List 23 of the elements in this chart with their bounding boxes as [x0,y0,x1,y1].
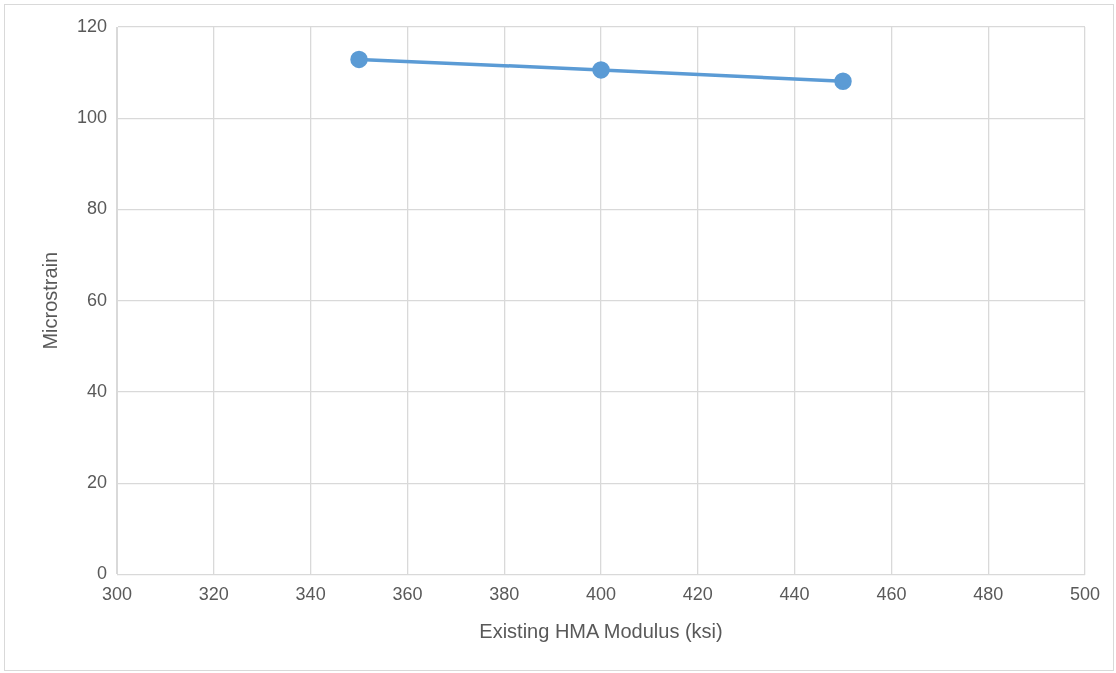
point [834,72,852,91]
y-tick-label: 20 [87,472,108,493]
x-tick-label: 360 [392,584,423,605]
x-tick-label: 340 [295,584,326,605]
x-tick-label: 300 [102,584,133,605]
x-tick-label: 380 [489,584,520,605]
x-tick-label: 320 [198,584,229,605]
x-axis-title: Existing HMA Modulus (ksi) [479,619,723,642]
y-axis-title: Microstrain [38,251,61,350]
x-tick-label: 460 [876,584,907,605]
point [350,50,368,69]
x-tick-label: 440 [779,584,810,605]
point [592,61,610,79]
y-tick-label: 100 [76,107,108,128]
y-tick-label: 40 [87,380,108,401]
y-tick-label: 120 [76,15,108,36]
y-tick-label: 0 [97,563,108,584]
x-tick-label: 500 [1069,584,1101,605]
x-tick-label: 480 [973,584,1004,605]
x-tick-label: 400 [585,584,617,605]
x-tick-label: 420 [682,584,713,605]
y-tick-label: 60 [87,289,108,310]
y-tick-label: 80 [87,198,108,219]
